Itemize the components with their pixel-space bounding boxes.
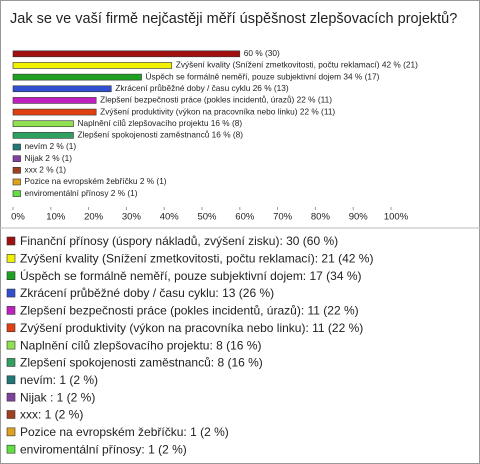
legend-label: Nijak : 1 (2 %) xyxy=(20,390,95,404)
x-tick-label: 80% xyxy=(311,212,331,223)
legend-swatch xyxy=(6,444,16,454)
value-label: xxx 2 % (1) xyxy=(25,165,67,175)
legend-swatch xyxy=(6,427,16,437)
value-label: Zlepšení bezpečnosti práce (pokles incid… xyxy=(100,95,332,105)
bar xyxy=(12,50,241,58)
legend-label: Finanční přínosy (úspory nákladů, zvýšen… xyxy=(20,234,338,248)
bar xyxy=(12,62,173,69)
legend-label: Pozice na evropském žebříčku: 1 (2 %) xyxy=(20,425,229,439)
value-label: Naplnění cílů zlepšovacího projektu 16 %… xyxy=(77,118,242,128)
bar xyxy=(12,132,74,139)
value-label: Zlepšení spokojenosti zaměstnanců 16 % (… xyxy=(77,130,243,140)
legend-swatch xyxy=(6,236,16,246)
legend-label: Zvýšení produktivity (výkon na pracovník… xyxy=(20,321,363,335)
legend-label: Naplnění cílů zlepšovacího projektu: 8 (… xyxy=(20,338,261,352)
x-tick-label: 40% xyxy=(160,212,180,223)
legend-swatch xyxy=(6,340,16,350)
legend-label: nevím: 1 (2 %) xyxy=(20,373,98,387)
bar xyxy=(12,190,21,197)
legend-label: Úspěch se formálně neměří, pouze subjekt… xyxy=(20,268,362,283)
x-tick-label: 50% xyxy=(197,212,217,223)
value-label: enviromentální přínosy 2 % (1) xyxy=(25,188,138,198)
legend-label: Zlepšení spokojenosti zaměstnanců: 8 (16… xyxy=(20,356,263,370)
value-label: Úspěch se formálně neměří, pouze subjekt… xyxy=(146,71,380,81)
value-label: 60 % (30) xyxy=(244,48,280,58)
x-tick-label: 60% xyxy=(235,212,255,223)
legend-swatch xyxy=(6,306,16,315)
legend-swatch xyxy=(6,410,16,419)
value-label: nevím 2 % (1) xyxy=(25,141,77,151)
bar xyxy=(12,120,74,128)
legend-label: enviromentální přínosy: 1 (2 %) xyxy=(20,442,187,456)
legend-swatch xyxy=(6,254,16,263)
legend-label: Zlepšení bezpečnosti práce (pokles incid… xyxy=(20,304,359,318)
x-tick-label: 70% xyxy=(273,212,293,223)
legend-swatch xyxy=(6,392,16,402)
bar xyxy=(12,97,97,104)
bar xyxy=(12,85,112,93)
bar xyxy=(12,108,97,116)
legend-swatch xyxy=(6,288,16,298)
x-tick-label: 0% xyxy=(11,212,25,223)
value-label: Pozice na evropském žebříčku 2 % (1) xyxy=(25,176,167,186)
x-tick-label: 10% xyxy=(46,212,66,223)
value-label: Zvýšení produktivity (výkon na pracovník… xyxy=(100,106,335,116)
legend-swatch xyxy=(6,323,16,333)
x-tick-label: 20% xyxy=(84,212,104,223)
bar xyxy=(12,155,21,162)
x-tick-label: 30% xyxy=(122,212,142,223)
legend-label: Zkrácení průběžné doby / času cyklu: 13 … xyxy=(20,286,274,300)
legend-swatch xyxy=(6,271,16,281)
legend-label: xxx: 1 (2 %) xyxy=(20,408,83,422)
legend-swatch xyxy=(6,375,16,385)
value-label: Nijak 2 % (1) xyxy=(25,153,73,163)
value-label: Zkrácení průběžné doby / času cyklu 26 %… xyxy=(115,83,289,93)
legend-label: Zvýšení kvality (Snížení zmetkovitosti, … xyxy=(20,252,373,266)
legend-swatch xyxy=(6,358,16,367)
x-tick-label: 90% xyxy=(349,212,369,223)
chart-title: Jak se ve vaší firmě nejčastěji měří úsp… xyxy=(10,11,457,27)
bar xyxy=(12,73,142,81)
bar xyxy=(12,167,21,174)
x-tick-label: 100% xyxy=(384,212,409,223)
value-label: Zvýšení kvality (Snížení zmetkovitosti, … xyxy=(176,60,418,70)
bar xyxy=(12,143,21,151)
bar xyxy=(12,178,21,186)
